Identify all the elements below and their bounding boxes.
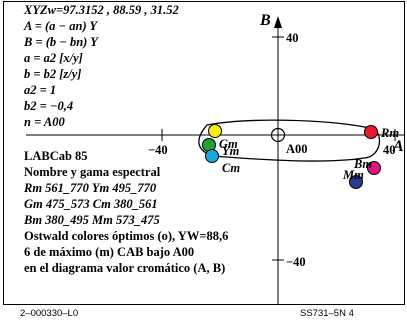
xyz-white-point: XYZw=97.3152 , 88.59 , 31.52 [24,3,179,17]
cm-label: Cm [222,161,241,175]
b-axis-arrow [274,16,282,28]
ym-label: Ym [222,144,240,158]
a2-value: a2 = 1 [24,83,57,97]
footer-right-code: SS731–5N 4 [300,308,354,319]
b2-value: b2 = −0,4 [24,99,74,113]
cm-point [205,149,219,163]
footer-left-code: 2–000330–L0 [20,308,79,319]
a-axis-label: A [393,138,404,155]
ym-point [208,124,222,138]
mm-point [367,161,381,175]
mm-label: Mm [343,168,364,182]
tick-label-b-40: 40 [286,31,299,45]
b-axis-label: B [260,12,271,29]
spectrum-title: Nombre y gama espectral [24,165,161,179]
rm-ym-range: Rm 561_770 Ym 495_770 [24,181,157,195]
diagram-frame: B A 40 −40 −40 40 A00 Gm Cm Ym Rm Bm Mm … [3,1,405,305]
max-line: 6 de máximo (m) CAB bajo A00 [24,245,195,259]
ostwald-line: Ostwald colores óptimos (o), YW=88,6 [24,229,229,243]
formula-a2: a = a2 [x/y] [24,51,83,65]
tick-label-a-minus40: −40 [148,143,168,157]
bm-point [349,175,363,189]
tick-label-a-40: 40 [383,143,396,157]
formula-b: B = (b − bn) Y [24,35,98,49]
bm-label: Bm [354,157,373,171]
rm-label: Rm [381,126,400,140]
center-marker [270,127,286,143]
tick-label-b-minus40: −40 [286,255,306,269]
labcab-title: LABCab 85 [24,149,88,163]
formula-b2: b = b2 [z/y] [24,67,82,81]
diagram-line: en el diagrama valor cromático (A, B) [24,261,226,275]
n-value: n = A00 [24,115,65,129]
rm-point [364,125,378,139]
gm-label: Gm [219,137,238,151]
center-label: A00 [286,142,308,156]
gm-cm-range: Gm 475_573 Cm 380_561 [24,197,158,211]
chromaticity-plot [26,16,404,304]
bm-mm-range: Bm 380_495 Mm 573_475 [24,213,160,227]
formula-a: A = (a − an) Y [24,19,98,33]
